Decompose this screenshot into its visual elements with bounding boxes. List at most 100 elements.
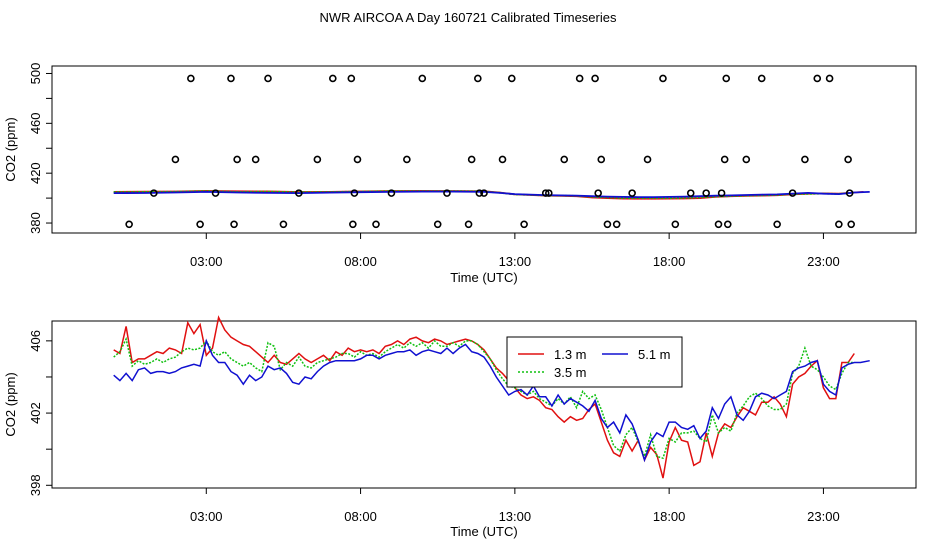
outlier-point — [372, 220, 380, 229]
outlier-point — [844, 155, 852, 164]
outlier-point — [520, 220, 528, 229]
outlier-point — [230, 220, 238, 229]
outlier-point — [233, 155, 241, 164]
outlier-point — [264, 74, 272, 83]
y-tick-label: 398 — [28, 474, 43, 496]
outlier-point — [847, 220, 856, 229]
x-tick-label: 03:00 — [190, 254, 223, 269]
series-line-s51 — [113, 190, 870, 199]
outlier-point — [328, 74, 337, 83]
outlier-point — [603, 220, 612, 229]
outlier-point — [279, 220, 288, 229]
outlier-point — [717, 189, 726, 197]
top-panel: 03:00 08:00 13:00 18:00 23:00 380 420 460 500 T… — [3, 63, 917, 285]
outlier-point — [251, 155, 260, 164]
x-tick-label: 13:00 — [499, 509, 532, 524]
outlier-point — [313, 155, 322, 164]
bottom-plot-frame — [51, 320, 917, 489]
legend-label-3-5m: 3.5 m — [554, 365, 587, 380]
outlier-point — [801, 155, 809, 164]
outlier-point — [659, 74, 667, 83]
y-tick-label: 380 — [28, 212, 43, 234]
outlier-point — [211, 189, 220, 197]
bottom-x-axis: 03:00 08:00 13:00 18:00 23:00 — [190, 488, 840, 524]
outlier-point — [418, 74, 427, 83]
chart-title: NWR AIRCOA A Day 160721 Calibrated Times… — [320, 10, 617, 25]
bottom-series-group — [113, 315, 870, 479]
outlier-point — [788, 189, 797, 197]
outlier-point — [671, 220, 680, 229]
outlier-point — [722, 74, 731, 83]
outlier-point — [227, 74, 235, 83]
y-tick-label: 402 — [28, 402, 43, 424]
top-outlier-points — [125, 74, 856, 229]
outlier-point — [387, 189, 396, 197]
series-line-s35 — [113, 336, 855, 460]
x-tick-label: 18:00 — [653, 254, 686, 269]
outlier-point — [480, 189, 488, 197]
outlier-point — [720, 155, 729, 164]
outlier-point — [643, 155, 652, 164]
outlier-point — [686, 189, 695, 197]
outlier-point — [723, 220, 732, 229]
y-tick-label: 500 — [28, 63, 43, 85]
outlier-point — [541, 189, 550, 197]
y-tick-label: 420 — [28, 162, 43, 184]
outlier-point — [507, 74, 516, 83]
outlier-point — [597, 155, 606, 164]
outlier-point — [714, 220, 723, 229]
outlier-point — [591, 74, 599, 83]
outlier-point — [560, 155, 569, 164]
outlier-point — [171, 155, 180, 164]
x-tick-label: 08:00 — [344, 254, 377, 269]
outlier-point — [187, 74, 195, 83]
outlier-point — [575, 74, 584, 83]
outlier-point — [628, 189, 636, 197]
outlier-point — [350, 189, 359, 197]
bottom-y-axis: 398 402 406 — [28, 330, 52, 496]
outlier-point — [443, 189, 451, 197]
outlier-point — [467, 155, 476, 164]
top-x-axis: 03:00 08:00 13:00 18:00 23:00 — [190, 233, 840, 269]
bottom-panel: 03:00 08:00 13:00 18:00 23:00 398 402 406 Time… — [3, 315, 917, 539]
top-x-axis-label: Time (UTC) — [450, 270, 517, 285]
outlier-point — [464, 220, 473, 229]
y-tick-label: 406 — [28, 330, 43, 352]
bottom-y-axis-label: CO2 (ppm) — [3, 372, 18, 436]
x-tick-label: 13:00 — [499, 254, 532, 269]
x-tick-label: 03:00 — [190, 509, 223, 524]
series-line-s51 — [113, 338, 870, 463]
outlier-point — [125, 220, 133, 229]
outlier-point — [196, 220, 204, 229]
outlier-point — [594, 189, 602, 197]
outlier-point — [403, 155, 411, 164]
outlier-point — [498, 155, 507, 164]
top-y-axis: 380 420 460 500 — [28, 63, 52, 234]
outlier-point — [813, 74, 822, 83]
series-line-s13 — [113, 315, 855, 479]
top-y-axis-label: CO2 (ppm) — [3, 117, 18, 181]
x-tick-label: 08:00 — [344, 509, 377, 524]
outlier-point — [475, 189, 484, 197]
legend-label-5-1m: 5.1 m — [638, 347, 671, 362]
outlier-point — [773, 220, 781, 229]
outlier-point — [347, 74, 356, 83]
legend-box — [506, 336, 683, 388]
outlier-point — [825, 74, 834, 83]
outlier-point — [742, 155, 751, 164]
legend-label-1-3m: 1.3 m — [554, 347, 587, 362]
x-tick-label: 23:00 — [807, 509, 840, 524]
outlier-point — [835, 220, 843, 229]
top-plot-frame — [51, 65, 917, 234]
outlier-point — [757, 74, 766, 83]
bottom-x-axis-label: Time (UTC) — [450, 524, 517, 539]
outlier-point — [612, 220, 621, 229]
x-tick-label: 23:00 — [807, 254, 840, 269]
outlier-point — [544, 189, 553, 197]
y-tick-label: 460 — [28, 112, 43, 134]
legend: 1.3 m 5.1 m 3.5 m — [506, 336, 683, 388]
outlier-point — [353, 155, 362, 164]
outlier-point — [845, 189, 854, 197]
outlier-point — [150, 189, 158, 197]
